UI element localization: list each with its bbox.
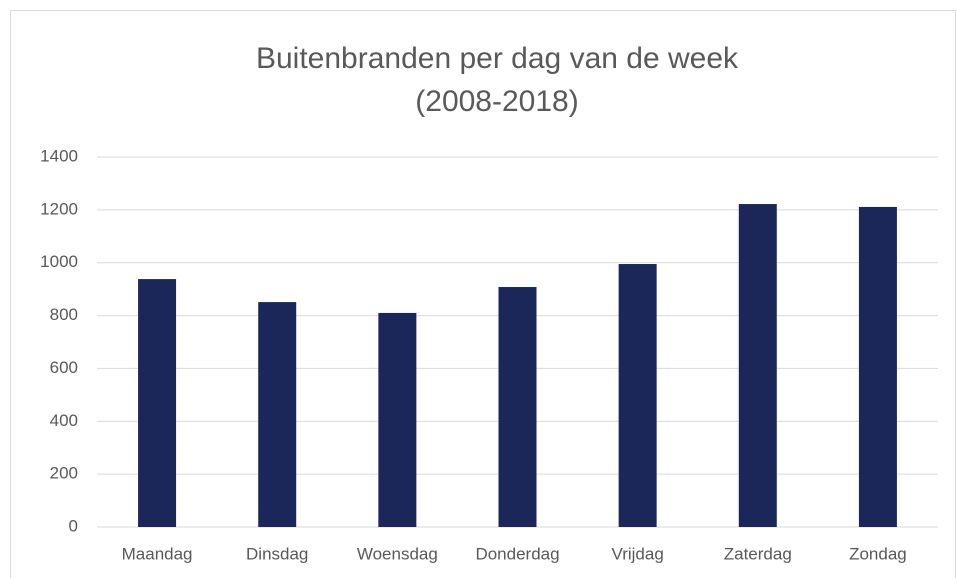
x-tick-label: Vrijdag bbox=[611, 544, 663, 563]
x-tick-label: Zondag bbox=[849, 544, 907, 563]
bar bbox=[858, 206, 897, 527]
y-tick-label: 800 bbox=[50, 305, 78, 324]
bar bbox=[258, 302, 297, 527]
chart-title: Buitenbranden per dag van de week bbox=[256, 42, 739, 75]
y-tick-label: 0 bbox=[69, 516, 78, 535]
x-tick-label: Dinsdag bbox=[246, 544, 308, 563]
y-tick-label: 1200 bbox=[40, 199, 78, 218]
bar bbox=[738, 204, 777, 528]
y-tick-label: 1000 bbox=[40, 252, 78, 271]
bar bbox=[378, 312, 417, 527]
bar bbox=[138, 279, 177, 527]
bar bbox=[618, 264, 657, 527]
x-tick-label: Donderdag bbox=[475, 544, 559, 563]
y-tick-label: 200 bbox=[50, 464, 78, 483]
x-tick-label: Maandag bbox=[122, 544, 193, 563]
bar bbox=[498, 287, 537, 527]
chart-border bbox=[10, 10, 956, 578]
y-tick-label: 1400 bbox=[40, 146, 78, 165]
chart-subtitle: (2008-2018) bbox=[415, 85, 578, 118]
x-tick-label: Zaterdag bbox=[724, 544, 792, 563]
x-tick-label: Woensdag bbox=[357, 544, 438, 563]
y-tick-label: 600 bbox=[50, 358, 78, 377]
y-tick-label: 400 bbox=[50, 411, 78, 430]
